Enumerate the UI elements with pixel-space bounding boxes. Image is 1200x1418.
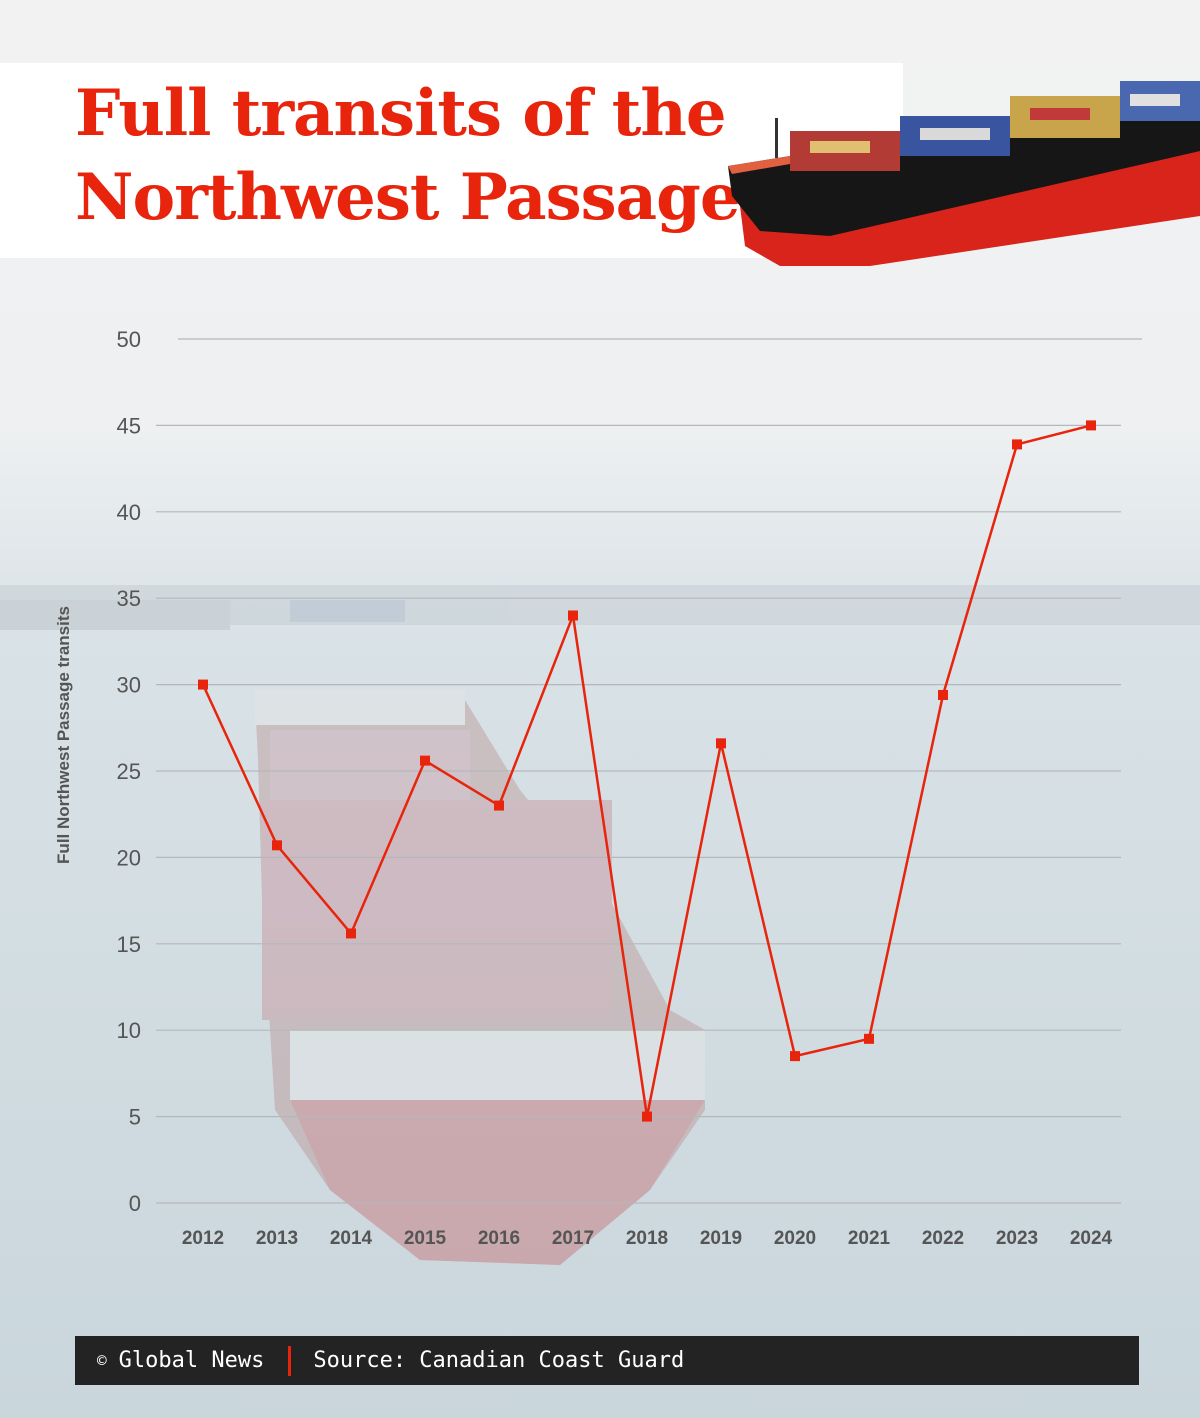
title-line-1: Full transits of the	[75, 76, 727, 151]
y-tick-label: 30	[117, 673, 141, 698]
x-tick-label: 2021	[848, 1228, 891, 1249]
x-tick-label: 2019	[700, 1228, 742, 1249]
x-tick-label: 2017	[552, 1228, 594, 1249]
port-skyline	[0, 585, 1200, 630]
data-point	[790, 1051, 800, 1062]
data-point	[420, 755, 430, 766]
y-tick-label: 45	[117, 413, 141, 438]
x-tick-label: 2013	[256, 1228, 298, 1249]
y-tick-label: 50	[117, 327, 141, 352]
x-tick-label: 2024	[1070, 1228, 1113, 1249]
y-tick-label: 35	[117, 586, 141, 611]
y-tick-label: 5	[129, 1105, 141, 1130]
data-point	[494, 800, 504, 811]
y-axis-label: Full Northwest Passage transits	[54, 606, 73, 864]
data-point	[864, 1033, 874, 1044]
y-tick-label: 0	[129, 1191, 141, 1216]
y-tick-label: 10	[117, 1018, 141, 1043]
y-tick-label: 15	[117, 932, 141, 957]
x-axis-ticks: 2012 2013 2014 2015 2016 2017 2018 2019 2020 2021…	[182, 1228, 1113, 1249]
data-point	[938, 689, 948, 700]
x-tick-label: 2020	[774, 1228, 816, 1249]
copyright-symbol: ©	[97, 1351, 107, 1370]
footer-separator	[288, 1345, 292, 1376]
y-tick-label: 20	[117, 845, 141, 870]
data-point	[272, 840, 282, 851]
x-tick-label: 2016	[478, 1228, 520, 1249]
footer-source: Source: Canadian Coast Guard	[313, 1348, 685, 1373]
data-point	[346, 928, 356, 939]
container-stacks	[790, 81, 1200, 171]
y-tick-label: 25	[117, 759, 141, 784]
y-tick-label: 40	[117, 500, 141, 525]
x-tick-label: 2018	[626, 1228, 668, 1249]
data-point	[198, 679, 208, 690]
x-tick-label: 2022	[922, 1228, 964, 1249]
x-tick-label: 2014	[330, 1228, 373, 1249]
container-ship-photo	[255, 690, 705, 1265]
x-tick-label: 2012	[182, 1228, 224, 1249]
footer-brand: Global News	[118, 1348, 265, 1373]
y-axis-ticks: 0 5 10 15 20 25 30 35 40 45 50	[117, 327, 141, 1216]
footer-bar: © Global News Source: Canadian Coast Gua…	[75, 1336, 1139, 1385]
page-title: Full transits of the Northwest Passage	[75, 72, 775, 240]
title-line-2: Northwest Passage	[75, 160, 741, 235]
data-point	[568, 610, 578, 621]
series-transits	[198, 420, 1096, 1122]
data-point	[716, 738, 726, 749]
cargo-ship-illustration	[728, 81, 1200, 266]
data-point	[642, 1111, 652, 1122]
data-point	[1012, 439, 1022, 450]
x-tick-label: 2023	[996, 1228, 1038, 1249]
grid-lines	[156, 338, 1142, 1204]
x-tick-label: 2015	[404, 1228, 447, 1249]
data-point	[1086, 420, 1096, 431]
